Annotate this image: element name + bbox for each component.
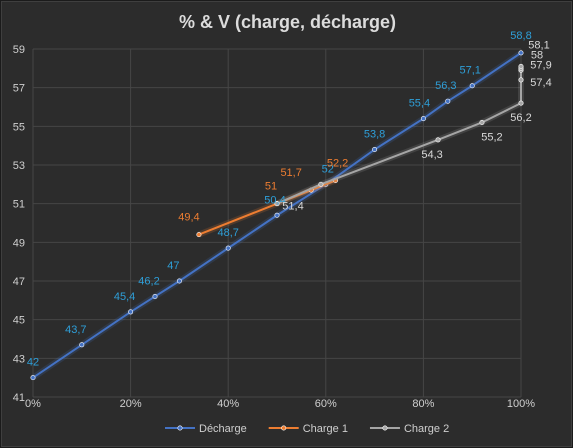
data-point	[518, 50, 524, 56]
data-label: 49,4	[178, 212, 199, 224]
data-label: 43,7	[65, 324, 86, 336]
legend-item-charge-1: Charge 1	[268, 423, 348, 435]
data-point	[479, 119, 485, 125]
y-tick-label: 43	[13, 353, 25, 365]
data-point	[445, 98, 451, 104]
series-charge-2	[274, 63, 524, 207]
data-label: 45,4	[114, 291, 135, 303]
data-label: 53,8	[364, 129, 385, 141]
x-tick-label: 100%	[507, 398, 535, 410]
series-lines	[30, 50, 524, 381]
legend-marker	[382, 425, 388, 431]
data-point	[318, 181, 324, 187]
data-label: 58,1	[528, 39, 549, 51]
data-point	[274, 212, 280, 218]
data-label: 55,4	[409, 98, 430, 110]
legend-label: Décharge	[199, 423, 247, 435]
data-point	[30, 375, 36, 381]
data-point	[79, 342, 85, 348]
data-point	[372, 147, 378, 153]
data-label: 51	[265, 181, 277, 193]
data-label: 46,2	[138, 275, 159, 287]
data-label: 48,7	[217, 227, 238, 239]
chart-title: % & V (charge, décharge)	[178, 12, 397, 32]
y-tick-label: 45	[13, 315, 25, 327]
legend-item-charge-2: Charge 2	[369, 423, 449, 435]
series-d-charge	[30, 50, 524, 381]
data-point	[176, 278, 182, 284]
data-label: 52,2	[327, 157, 348, 169]
data-point	[274, 201, 280, 207]
data-label: 54,3	[421, 149, 442, 161]
x-tick-label: 20%	[120, 398, 142, 410]
data-point	[196, 232, 202, 238]
y-tick-label: 47	[13, 276, 25, 288]
data-point	[518, 63, 524, 69]
data-label: 57,1	[459, 65, 480, 77]
legend: Décharge Charge 1 Charge 2	[165, 423, 449, 435]
data-label: 56,2	[510, 112, 531, 124]
legend-marker	[281, 425, 287, 431]
x-tick-label: 40%	[217, 398, 239, 410]
axis-tick-labels: 41 43 45 47 49 51 53 55 57 59 0% 20% 40% 60% 80% 100%	[13, 44, 536, 410]
legend-label: Charge 1	[303, 423, 348, 435]
data-label: 47	[167, 260, 179, 272]
data-point	[225, 245, 231, 251]
data-point	[128, 309, 134, 315]
data-point	[435, 137, 441, 143]
y-tick-label: 41	[13, 392, 25, 404]
data-labels: 4243,745,446,24748,750,45253,855,456,357…	[27, 30, 552, 369]
data-label: 42	[27, 357, 39, 369]
x-tick-label: 80%	[412, 398, 434, 410]
data-point	[420, 116, 426, 122]
data-point	[469, 83, 475, 89]
legend-item-d-charge: Décharge	[165, 423, 247, 435]
data-label: 57,4	[530, 77, 551, 89]
y-tick-label: 53	[13, 160, 25, 172]
data-label: 51,7	[280, 167, 301, 179]
x-tick-label: 60%	[315, 398, 337, 410]
data-label: 57,9	[530, 59, 551, 71]
data-label: 56,3	[435, 80, 456, 92]
data-label: 55,2	[481, 131, 502, 143]
y-tick-label: 55	[13, 121, 25, 133]
legend-marker	[177, 425, 183, 431]
data-label: 58,8	[510, 30, 531, 42]
data-label: 51,4	[282, 201, 303, 213]
data-point	[152, 293, 158, 299]
legend-label: Charge 2	[404, 423, 449, 435]
y-tick-label: 59	[13, 44, 25, 56]
y-tick-label: 51	[13, 199, 25, 211]
x-tick-label: 0%	[25, 398, 41, 410]
grid-lines	[32, 48, 522, 398]
data-label: 52	[322, 163, 334, 175]
y-tick-label: 57	[13, 83, 25, 95]
data-point	[518, 77, 524, 83]
data-point	[518, 100, 524, 106]
data-label: 58	[531, 49, 543, 61]
y-tick-label: 49	[13, 237, 25, 249]
data-label: 50,4	[264, 194, 285, 206]
